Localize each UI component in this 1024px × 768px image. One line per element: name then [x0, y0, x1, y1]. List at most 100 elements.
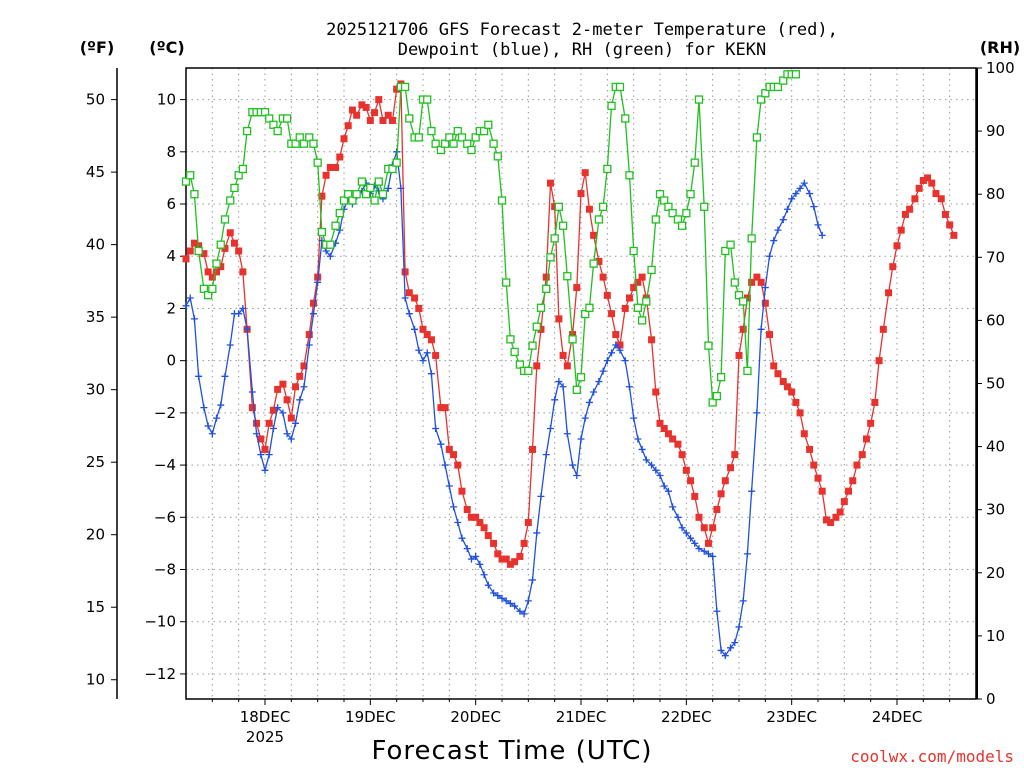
- rh-point: [515, 360, 525, 369]
- rh-point: [655, 190, 665, 199]
- temperature-point: [774, 370, 782, 378]
- rh-point: [550, 234, 559, 243]
- rh-point: [370, 196, 379, 205]
- dewpoint-point: [300, 383, 308, 391]
- dewpoint-point: [625, 383, 633, 391]
- dewpoint-point: [638, 445, 646, 453]
- temperature-point: [748, 278, 756, 286]
- rh-point: [467, 145, 476, 155]
- temperature-point: [437, 404, 445, 412]
- temperature-point: [792, 398, 800, 406]
- rh-point: [625, 171, 634, 180]
- dewpoint-point: [511, 602, 519, 610]
- rh-tick-label: 70: [986, 248, 1005, 266]
- dewpoint-point: [427, 370, 435, 378]
- temperature-point: [305, 331, 313, 339]
- rh-point: [344, 190, 353, 199]
- temperature-point: [226, 229, 234, 237]
- temperature-point: [411, 294, 419, 302]
- x-axis-label: Forecast Time (UTC): [371, 736, 652, 766]
- fahrenheit-tick-label: 20: [86, 526, 105, 544]
- temperature-point: [529, 445, 537, 453]
- dewpoint-point: [441, 461, 449, 469]
- temperature-point: [204, 268, 212, 276]
- fahrenheit-tick-label: 40: [86, 236, 105, 254]
- fahrenheit-tick-label: 35: [86, 308, 105, 326]
- dewpoint-point: [454, 519, 462, 527]
- rh-point: [647, 265, 656, 275]
- temperature-point: [546, 179, 554, 187]
- temperature-point: [490, 539, 498, 547]
- rh-point: [317, 227, 327, 237]
- dewpoint-point: [467, 555, 475, 563]
- chart-title-line-2: Dewpoint (blue), RH (green) for KEKN: [398, 40, 766, 60]
- rh-point: [682, 208, 691, 218]
- temperature-point: [190, 239, 198, 247]
- rh-point: [445, 133, 454, 142]
- dewpoint-line: [185, 151, 823, 657]
- rh-point: [194, 246, 203, 256]
- temperature-point: [735, 351, 743, 359]
- rh-point: [506, 335, 515, 344]
- rh-point: [260, 108, 270, 117]
- dewpoint-point: [182, 302, 190, 310]
- temperature-point: [924, 174, 932, 182]
- temperature-point: [770, 362, 778, 370]
- temperature-point: [595, 257, 603, 265]
- dewpoint-point: [235, 310, 243, 318]
- dewpoint-point: [595, 378, 603, 386]
- rh-point: [291, 139, 300, 148]
- dewpoint-point: [432, 425, 440, 433]
- temperature-point: [279, 380, 287, 388]
- dewpoint-point: [599, 367, 607, 375]
- rh-point: [208, 284, 217, 294]
- rh-point: [761, 89, 770, 98]
- dewpoint-point: [577, 435, 585, 443]
- temperature-point: [915, 184, 923, 192]
- temperature-point: [362, 103, 370, 111]
- temperature-point: [516, 552, 524, 560]
- dewpoint-point: [559, 383, 567, 391]
- rh-point: [352, 190, 361, 199]
- rh-point: [773, 82, 783, 92]
- rh-point: [181, 177, 191, 186]
- dewpoint-point: [612, 341, 620, 349]
- temperature-point: [296, 372, 304, 380]
- temperature-point: [599, 273, 607, 281]
- temperature-point: [213, 268, 221, 276]
- temperature-point: [621, 304, 629, 312]
- rh-point: [238, 164, 248, 174]
- rh-point: [453, 126, 462, 136]
- temperature-point: [537, 325, 545, 333]
- temperature-point: [709, 524, 717, 532]
- dewpoint-point: [480, 571, 488, 579]
- dewpoint-point: [743, 550, 751, 558]
- rh-point: [589, 259, 598, 268]
- temperature-point: [932, 190, 940, 198]
- temperature-point: [542, 273, 550, 281]
- dewpoint-point: [573, 472, 581, 480]
- rh-point: [348, 196, 357, 205]
- dewpoint-point: [411, 325, 419, 333]
- temperature-point: [608, 310, 616, 318]
- dewpoint-point: [748, 487, 756, 495]
- celsius-tick-label: 4: [166, 247, 176, 265]
- temperature-point: [700, 524, 708, 532]
- rh-point: [216, 240, 225, 249]
- dewpoint-point: [226, 341, 234, 349]
- temperature-point: [326, 163, 334, 171]
- x-tick-label: 21DEC: [556, 708, 607, 726]
- temperature-point: [695, 513, 703, 521]
- rh-point: [664, 202, 673, 211]
- dewpoint-point: [221, 372, 229, 380]
- dewpoint-point: [248, 388, 256, 396]
- temperature-point: [911, 195, 919, 203]
- temperature-point: [467, 513, 475, 521]
- celsius-tick-label: −6: [154, 508, 176, 526]
- dewpoint-point: [537, 492, 545, 500]
- x-tick-label: 23DEC: [766, 708, 817, 726]
- temperature-point: [853, 461, 861, 469]
- dewpoint-point: [660, 482, 668, 490]
- rh-point: [660, 196, 669, 205]
